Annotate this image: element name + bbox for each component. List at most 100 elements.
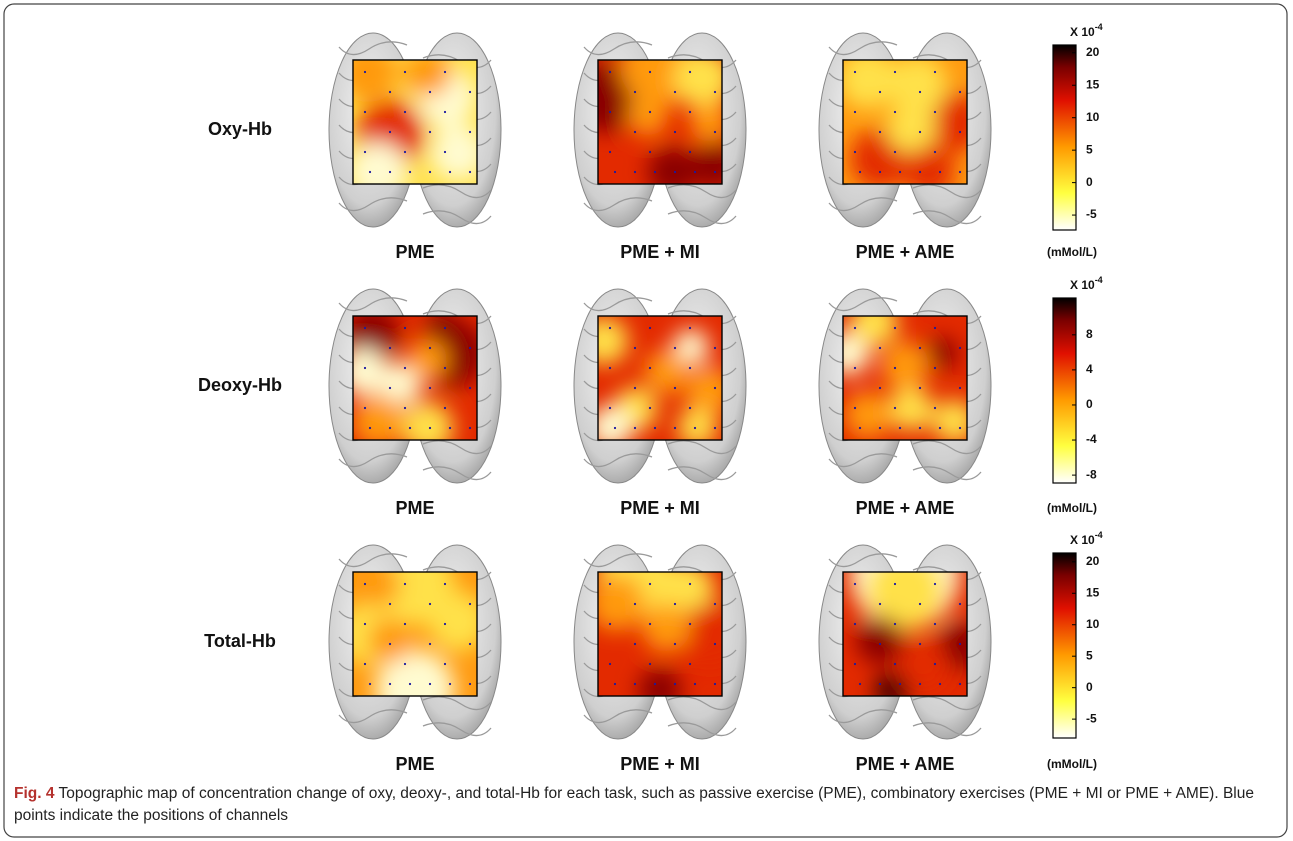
channel	[403, 582, 407, 586]
colorbar-tick-label: 10	[1086, 110, 1100, 124]
channel	[893, 326, 897, 330]
multiplier-exponent: -4	[1095, 275, 1103, 285]
channel	[633, 426, 637, 430]
channel	[468, 426, 472, 430]
multiplier-exponent: -4	[1095, 530, 1103, 540]
heat-blob	[403, 60, 452, 97]
channel	[648, 150, 652, 154]
panel-label: PME	[395, 498, 434, 518]
channel	[853, 150, 857, 154]
channel	[363, 70, 367, 74]
heat-blob	[353, 141, 408, 184]
channel	[688, 582, 692, 586]
channel	[448, 426, 452, 430]
channel	[648, 110, 652, 114]
channel	[608, 70, 612, 74]
channel	[673, 346, 677, 350]
channel	[363, 366, 367, 370]
channel	[368, 682, 372, 686]
heatmap	[353, 572, 477, 696]
channel	[958, 90, 962, 94]
gyrus	[338, 41, 408, 56]
channel	[918, 130, 922, 134]
heat-blob	[932, 399, 967, 440]
brain-map	[328, 544, 502, 740]
gyrus	[667, 210, 737, 225]
map-frame	[842, 59, 968, 185]
multiplier-base: X 10	[1070, 25, 1095, 39]
channel	[428, 346, 432, 350]
channel	[918, 90, 922, 94]
gyrus	[422, 210, 492, 225]
channel	[893, 662, 897, 666]
row-label: Total-Hb	[204, 631, 276, 651]
heat-blob	[407, 339, 448, 380]
colorbar-multiplier: X 10-4	[1070, 530, 1103, 547]
channel	[468, 682, 472, 686]
brain-map	[573, 288, 747, 484]
colorbar-unit: (mMol/L)	[1047, 245, 1097, 259]
channel	[448, 682, 452, 686]
panel-label: PME + AME	[856, 754, 955, 774]
channel	[878, 642, 882, 646]
heat-blobs	[598, 60, 722, 184]
colorbar-tick-label: 5	[1086, 648, 1093, 662]
channel	[853, 326, 857, 330]
channel	[673, 642, 677, 646]
channel	[893, 622, 897, 626]
channel	[938, 426, 942, 430]
gyrus	[338, 553, 408, 568]
figure-border	[3, 3, 1288, 838]
heatmap	[598, 572, 722, 696]
colorbar-tick-label: 15	[1086, 585, 1100, 599]
channel	[403, 622, 407, 626]
channel	[858, 426, 862, 430]
heat-blob	[368, 618, 413, 663]
channel	[853, 582, 857, 586]
channel	[388, 682, 392, 686]
channel	[673, 90, 677, 94]
multiplier-base: X 10	[1070, 278, 1095, 292]
channel	[468, 602, 472, 606]
brain-map	[818, 32, 992, 228]
heat-blob	[598, 405, 633, 440]
channel	[918, 346, 922, 350]
heat-blob	[850, 316, 898, 347]
heat-blob	[904, 146, 955, 184]
channel	[633, 130, 637, 134]
channel	[673, 602, 677, 606]
channel	[403, 366, 407, 370]
row-label: Oxy-Hb	[208, 119, 272, 139]
channel	[853, 70, 857, 74]
gyrus	[583, 553, 653, 568]
channel	[363, 622, 367, 626]
multiplier-exponent: -4	[1095, 22, 1103, 32]
heatmap	[843, 316, 967, 440]
gyrus	[422, 440, 492, 455]
colorbar-tick-label: 5	[1086, 142, 1093, 156]
heatmap	[598, 60, 722, 184]
channel	[608, 406, 612, 410]
gyrus	[828, 41, 898, 56]
channel	[403, 110, 407, 114]
channel	[648, 70, 652, 74]
channel	[933, 110, 937, 114]
row-label: Deoxy-Hb	[198, 375, 282, 395]
channel	[713, 90, 717, 94]
channel	[608, 150, 612, 154]
channel	[443, 326, 447, 330]
channel	[878, 90, 882, 94]
channel	[608, 110, 612, 114]
gyrus	[912, 184, 982, 199]
channel	[878, 386, 882, 390]
colorbar-tick-label: 0	[1086, 680, 1093, 694]
channel	[608, 326, 612, 330]
gyrus	[828, 297, 898, 312]
channel	[613, 170, 617, 174]
heat-blob	[355, 572, 400, 607]
channel	[403, 326, 407, 330]
channel	[633, 90, 637, 94]
channel	[363, 326, 367, 330]
channel	[898, 426, 902, 430]
channel	[613, 426, 617, 430]
